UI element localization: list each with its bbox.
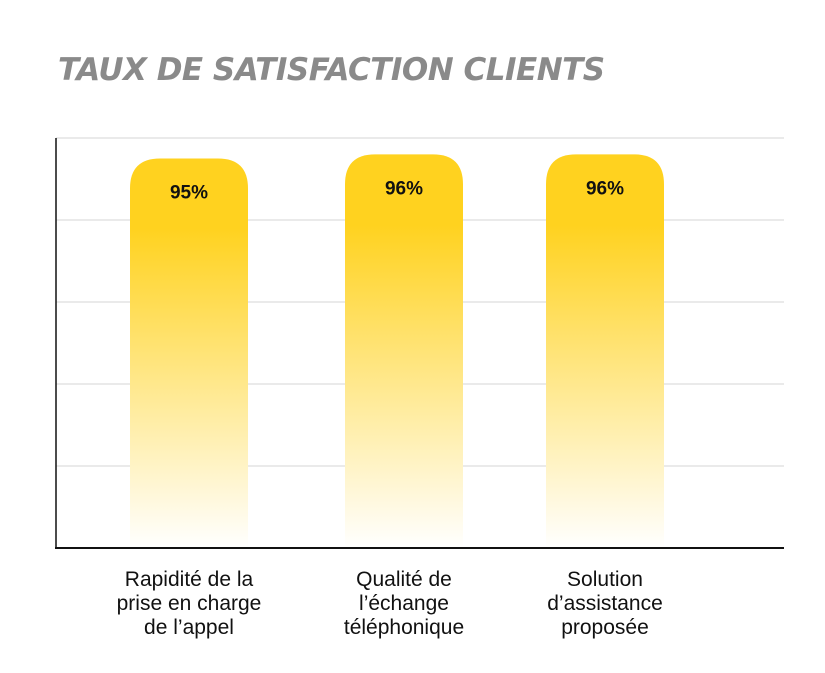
category-label-line: d’assistance	[547, 592, 663, 615]
category-label-0: Rapidité de la prise en charge de l’appel	[89, 568, 289, 640]
value-labels: 95% 96% 96%	[170, 178, 624, 203]
category-label-line: Solution	[567, 568, 643, 591]
category-label-1: Qualité de l’échange téléphonique	[304, 568, 504, 640]
bars	[130, 154, 664, 548]
category-label-line: proposée	[561, 616, 649, 639]
category-label-line: l’échange	[359, 592, 449, 615]
category-label-2: Solution d’assistance proposée	[505, 568, 705, 640]
chart-title: TAUX DE SATISFACTION CLIENTS	[58, 52, 605, 88]
category-label-line: Qualité de	[356, 568, 452, 591]
value-label-2: 96%	[586, 178, 624, 199]
bar-0	[130, 158, 248, 548]
category-label-line: Rapidité de la	[124, 568, 254, 591]
value-label-0: 95%	[170, 183, 208, 204]
bar-2	[546, 154, 664, 548]
category-label-line: prise en charge	[116, 592, 262, 615]
bar-1	[345, 154, 463, 548]
category-label-line: de l’appel	[144, 616, 234, 639]
value-label-1: 96%	[385, 178, 423, 199]
category-label-line: téléphonique	[343, 616, 465, 639]
